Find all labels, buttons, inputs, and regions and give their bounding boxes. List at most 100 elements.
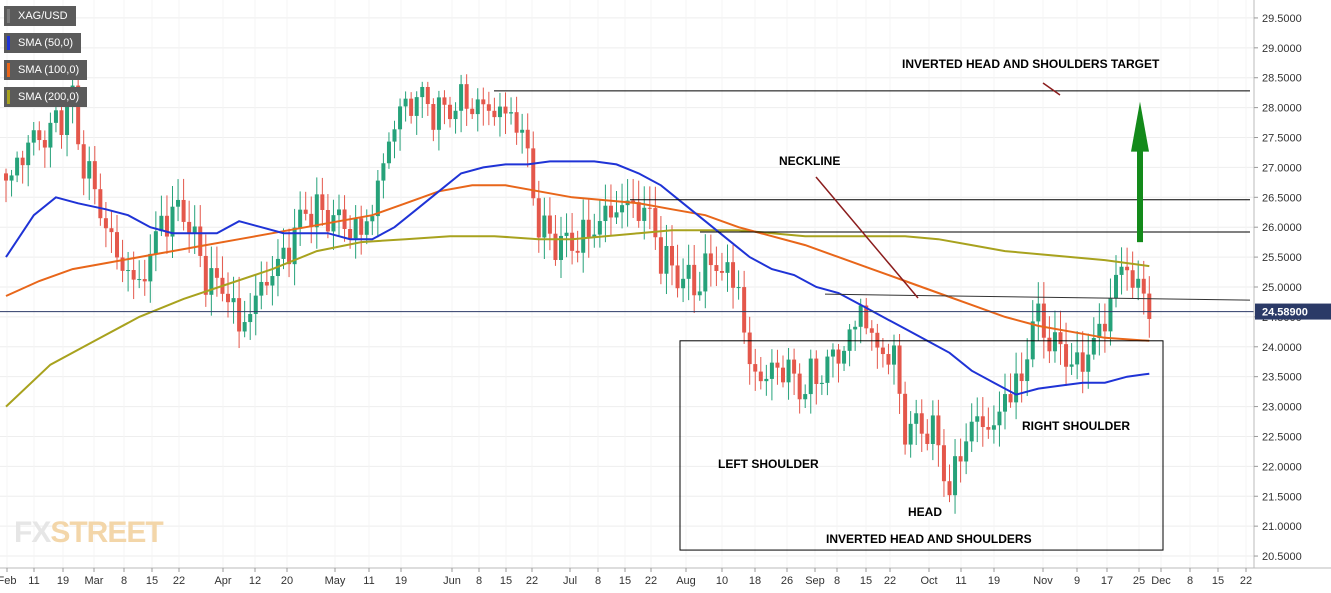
candle-body: [309, 213, 314, 228]
legend-symbol-label: XAG/USD: [18, 10, 68, 22]
candle-body: [1136, 278, 1141, 288]
candle-body: [87, 161, 92, 179]
x-tick-label: Oct: [920, 575, 937, 587]
candle-body: [48, 122, 53, 148]
candle-body: [226, 293, 230, 303]
y-tick-label: 23.0000: [1262, 402, 1302, 414]
candle-body: [953, 456, 958, 496]
candle-body: [1114, 274, 1118, 299]
candle-body: [337, 209, 341, 216]
candle-body: [381, 163, 386, 181]
candle-body: [253, 295, 258, 315]
x-tick-label: 17: [1101, 575, 1113, 587]
candle-body: [581, 219, 586, 253]
candle-body: [703, 253, 708, 292]
candle-body: [858, 305, 863, 327]
candle-body: [975, 416, 980, 422]
candle-body: [930, 415, 935, 444]
candle-body: [597, 221, 602, 235]
x-tick-label: 19: [395, 575, 407, 587]
candle-body: [775, 362, 780, 368]
candle-body: [103, 218, 108, 229]
y-tick-label: 29.0000: [1262, 43, 1302, 55]
candle-body: [830, 349, 835, 357]
candle-body: [575, 250, 580, 253]
x-tick-label: 11: [363, 575, 374, 587]
candle-body: [814, 358, 819, 384]
candle-body: [137, 279, 142, 281]
x-tick-label: 22: [1240, 575, 1252, 587]
candle-body: [503, 106, 508, 114]
candle-body: [542, 215, 547, 238]
candle-body: [1147, 293, 1152, 319]
x-tick-label: 10: [716, 575, 728, 587]
x-tick-label: 8: [1187, 575, 1193, 587]
candle-body: [1025, 359, 1030, 382]
candle-body: [1075, 352, 1080, 365]
y-tick-label: 27.0000: [1262, 162, 1302, 174]
legend-sma100[interactable]: SMA (100,0): [4, 60, 88, 80]
candle-body: [869, 328, 874, 333]
candle-body: [314, 194, 319, 228]
candle-body: [231, 298, 236, 303]
candle-body: [431, 104, 436, 130]
x-tick-label: 11: [28, 575, 39, 587]
candle-body: [187, 221, 192, 234]
candle-body: [1014, 373, 1019, 403]
y-tick-label: 28.0000: [1262, 103, 1302, 115]
candle-body: [126, 270, 131, 272]
candle-body: [20, 157, 25, 166]
x-tick-label: Aug: [676, 575, 696, 587]
candle-body: [214, 268, 219, 278]
candle-body: [719, 270, 724, 273]
neckline-pointer: [815, 176, 919, 299]
annotation-pattern: INVERTED HEAD AND SHOULDERS: [826, 532, 1032, 546]
candle-body: [26, 142, 31, 166]
x-tick-label: 8: [595, 575, 601, 587]
legend-sma50-label: SMA (50,0): [18, 37, 74, 49]
annotation-neckline: NECKLINE: [779, 154, 840, 168]
candle-body: [1108, 298, 1113, 332]
candle-body: [459, 84, 464, 111]
candle-body: [586, 219, 591, 238]
candle-body: [853, 326, 858, 330]
candle-body: [237, 298, 242, 332]
y-tick-label: 22.0000: [1262, 461, 1302, 473]
annotation-head: HEAD: [908, 505, 942, 519]
candle-body: [131, 270, 136, 280]
candle-body: [1052, 332, 1057, 352]
candle-body: [303, 209, 308, 214]
candle-body: [153, 231, 158, 254]
x-tick-label: 15: [860, 575, 872, 587]
candle-body: [1097, 323, 1102, 339]
candle-body: [436, 97, 441, 130]
candle-body: [1125, 266, 1130, 271]
x-tick-label: 8: [121, 575, 127, 587]
candle-body: [1008, 394, 1013, 403]
candle-body: [675, 265, 680, 289]
candle-body: [1102, 323, 1107, 332]
candle-body: [681, 278, 686, 289]
candle-body: [792, 359, 797, 374]
candle-body: [997, 411, 1002, 426]
candle-body: [364, 221, 369, 235]
candle-body: [925, 433, 930, 444]
target-arrow-shaft: [1137, 149, 1143, 243]
candle-body: [781, 367, 785, 383]
candle-body: [392, 129, 397, 142]
candle-body: [886, 354, 891, 365]
candle-body: [631, 200, 636, 203]
legend-symbol[interactable]: XAG/USD: [4, 6, 76, 26]
candle-body: [914, 413, 919, 424]
candle-body: [520, 129, 525, 133]
candle-body: [880, 347, 885, 355]
moving-averages: [5, 160, 1150, 408]
y-tick-label: 22.5000: [1262, 431, 1302, 443]
candle-body: [603, 205, 608, 222]
legend-sma50[interactable]: SMA (50,0): [4, 33, 82, 53]
current-price-tag: [1255, 303, 1331, 320]
candle-body: [37, 130, 42, 141]
candle-body: [409, 98, 414, 116]
legend-sma200[interactable]: SMA (200,0): [4, 87, 88, 107]
